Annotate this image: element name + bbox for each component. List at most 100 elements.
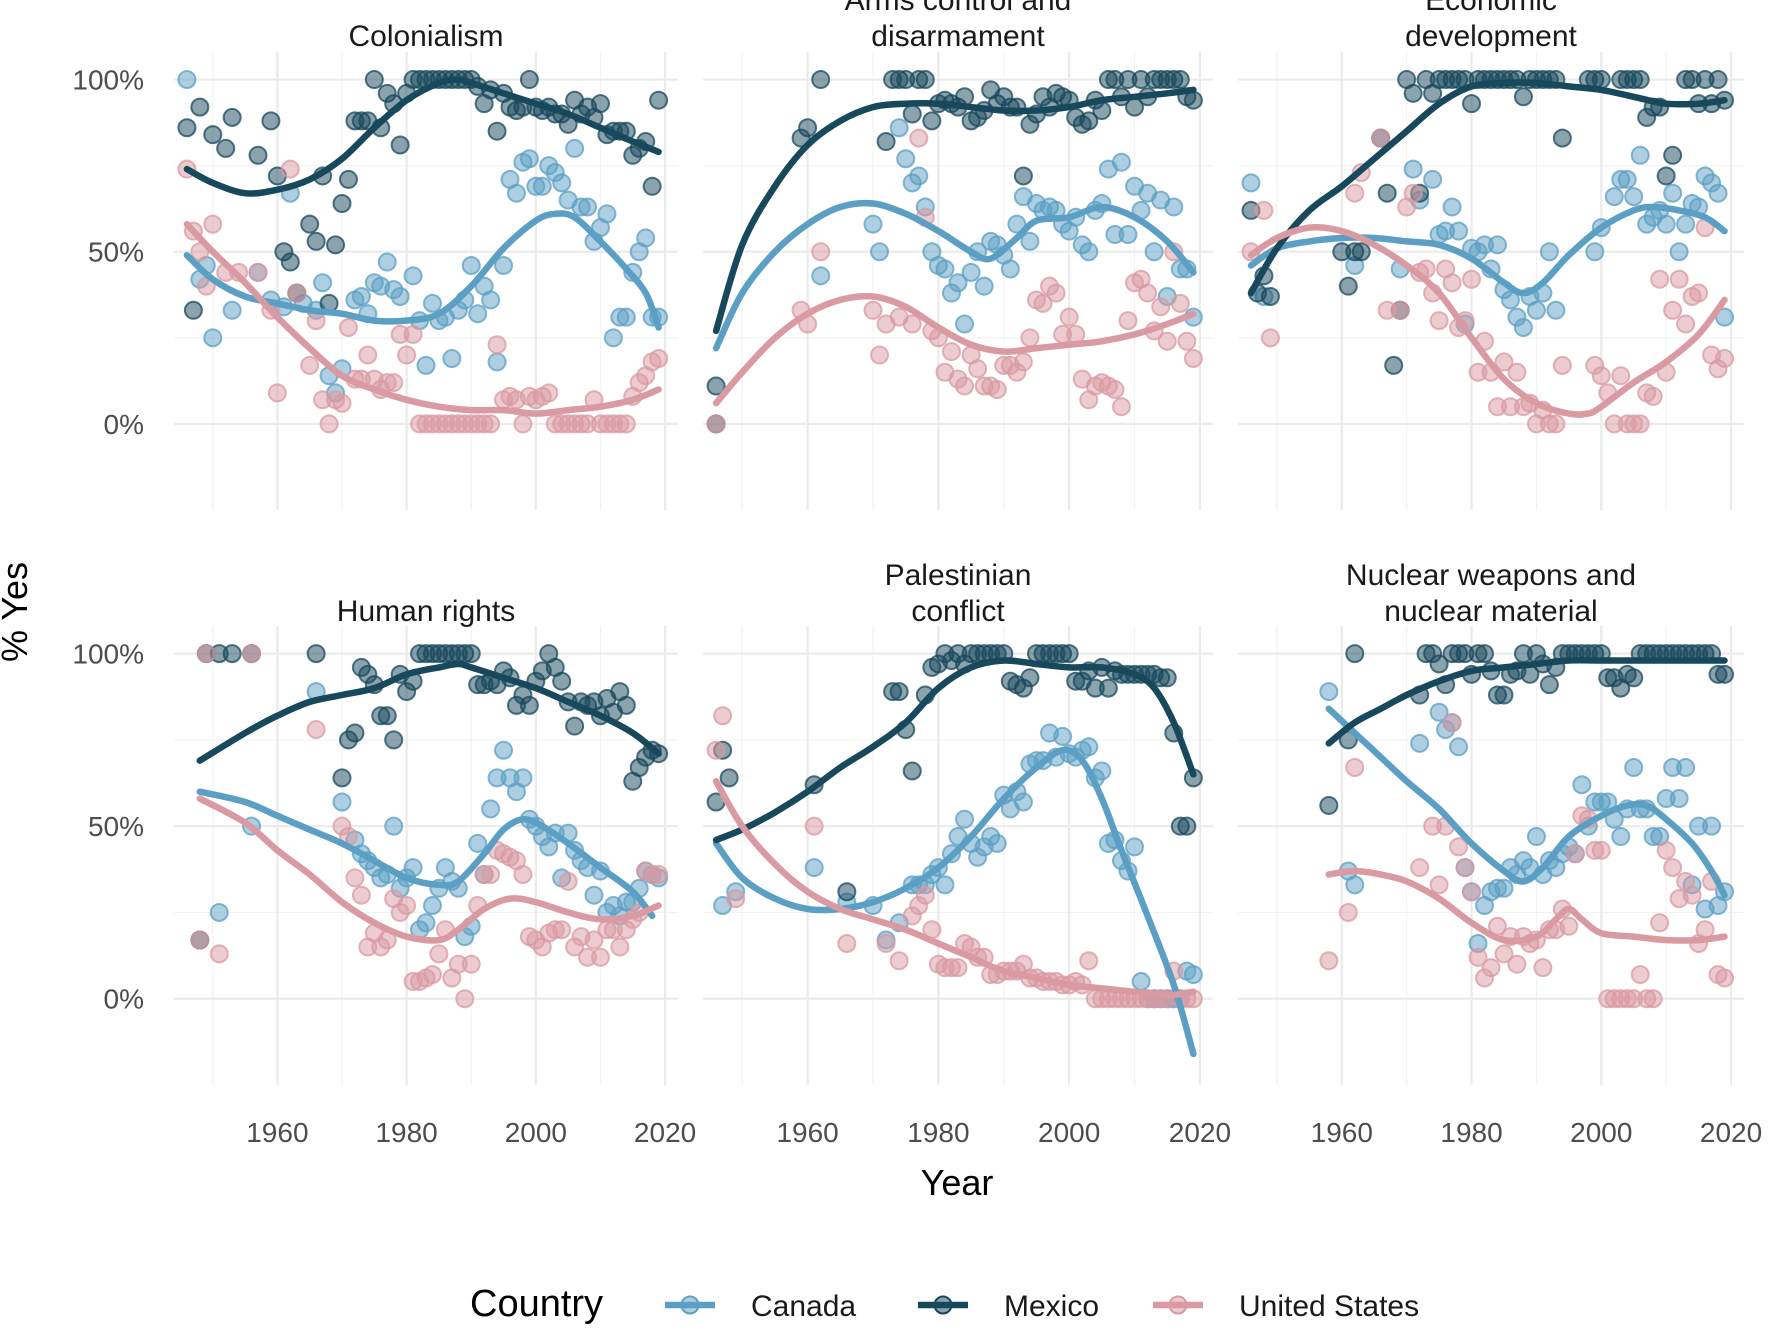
- data-point-united-states: [1013, 352, 1033, 372]
- facet-panels: Colonialism 0% 50% 100% Arms control and disa…: [72, 0, 1762, 1148]
- legend-items: Canada Mexico United States: [665, 1290, 1419, 1323]
- data-point-canada: [519, 149, 539, 169]
- data-point-united-states: [1462, 269, 1482, 289]
- data-point-canada: [1624, 187, 1644, 207]
- data-point-united-states: [1254, 200, 1274, 220]
- data-point-united-states: [429, 944, 449, 964]
- data-point-united-states: [422, 965, 442, 985]
- data-point-canada: [1487, 235, 1507, 255]
- data-point-united-states: [351, 885, 371, 905]
- y-tick-label: 100%: [72, 639, 144, 670]
- data-point-mexico: [1098, 678, 1118, 698]
- x-tick-label: 1980: [907, 1117, 969, 1148]
- data-point-united-states: [1442, 713, 1462, 733]
- x-tick-label: 1960: [776, 1117, 838, 1148]
- data-point-mexico: [1552, 128, 1572, 148]
- data-point-canada: [1630, 145, 1650, 165]
- data-point-united-states: [726, 889, 746, 909]
- data-point-canada: [461, 256, 481, 276]
- legend-label: Canada: [751, 1290, 856, 1323]
- data-point-united-states: [1507, 362, 1527, 382]
- data-point-united-states: [487, 335, 507, 355]
- data-point-canada: [1020, 231, 1040, 251]
- data-point-mexico: [811, 70, 831, 90]
- data-point-united-states: [1494, 352, 1514, 372]
- data-point-united-states: [1338, 902, 1358, 922]
- data-point-mexico: [306, 644, 326, 664]
- data-point-united-states: [267, 383, 287, 403]
- data-point-canada: [416, 913, 436, 933]
- data-point-united-states: [968, 359, 988, 379]
- x-tick-label: 1960: [246, 1117, 308, 1148]
- data-point-canada: [870, 242, 890, 262]
- data-point-united-states: [1507, 954, 1527, 974]
- data-point-mexico: [390, 135, 410, 155]
- data-point-united-states: [1494, 944, 1514, 964]
- data-point-canada: [863, 214, 883, 234]
- trend-line-mexico: [196, 660, 662, 764]
- y-tick-label: 50%: [88, 237, 144, 268]
- data-point-canada: [422, 293, 442, 313]
- data-point-united-states: [397, 896, 417, 916]
- data-point-canada: [1319, 682, 1339, 702]
- data-point-canada: [487, 352, 507, 372]
- data-point-united-states: [616, 414, 636, 434]
- data-point-united-states: [203, 214, 223, 234]
- data-point-canada: [384, 816, 404, 836]
- y-tick-label: 0%: [104, 984, 144, 1015]
- x-tick-label: 2020: [1169, 1117, 1231, 1148]
- data-point-united-states: [1033, 293, 1053, 313]
- data-point-mexico: [1377, 183, 1397, 203]
- data-point-canada: [351, 286, 371, 306]
- data-point-canada: [1013, 792, 1033, 812]
- trend-line-canada: [1247, 203, 1728, 297]
- data-point-mexico: [332, 768, 352, 788]
- data-point-mexico: [306, 231, 326, 251]
- legend-key-point: [680, 1295, 700, 1315]
- data-point-united-states: [1170, 293, 1190, 313]
- data-point-united-states: [837, 934, 857, 954]
- trend-line-united-states: [1325, 867, 1728, 945]
- panel-title: Colonialism: [348, 20, 503, 53]
- data-point-canada: [513, 768, 533, 788]
- x-tick-label: 2000: [1570, 1117, 1632, 1148]
- data-point-united-states: [804, 816, 824, 836]
- data-point-canada: [948, 273, 968, 293]
- data-point-canada: [416, 355, 436, 375]
- data-point-mexico: [364, 70, 384, 90]
- data-point-canada: [1241, 173, 1261, 193]
- data-point-united-states: [1715, 348, 1735, 368]
- data-point-united-states: [455, 989, 475, 1009]
- data-point-mexico: [332, 194, 352, 214]
- data-point-mexico: [1494, 685, 1514, 705]
- panel-grid: [703, 626, 1213, 1085]
- data-point-united-states: [1656, 840, 1676, 860]
- data-point-canada: [935, 875, 955, 895]
- data-point-canada: [955, 314, 975, 334]
- x-tick-label: 1960: [1311, 1117, 1373, 1148]
- data-point-united-states: [1177, 331, 1197, 351]
- data-point-canada: [1494, 878, 1514, 898]
- data-point-united-states: [863, 300, 883, 320]
- data-point-united-states: [1455, 858, 1475, 878]
- data-point-united-states: [190, 930, 210, 950]
- data-point-mexico: [902, 104, 922, 124]
- data-point-mexico: [1403, 83, 1423, 103]
- data-point-canada: [468, 304, 488, 324]
- data-point-united-states: [1611, 366, 1631, 386]
- data-point-canada: [177, 70, 197, 90]
- data-point-canada: [1131, 971, 1151, 991]
- panel-arms-control-and-disarmament: Arms control and disarmament: [703, 0, 1213, 510]
- data-point-canada: [1423, 169, 1443, 189]
- data-point-mexico: [1591, 70, 1611, 90]
- data-point-canada: [506, 183, 526, 203]
- data-point-canada: [804, 858, 824, 878]
- data-point-canada: [1345, 875, 1365, 895]
- data-point-united-states: [1565, 844, 1585, 864]
- data-point-united-states: [1650, 269, 1670, 289]
- data-point-united-states: [248, 262, 268, 282]
- data-point-canada: [203, 328, 223, 348]
- data-point-united-states: [338, 317, 358, 337]
- data-point-united-states: [513, 414, 533, 434]
